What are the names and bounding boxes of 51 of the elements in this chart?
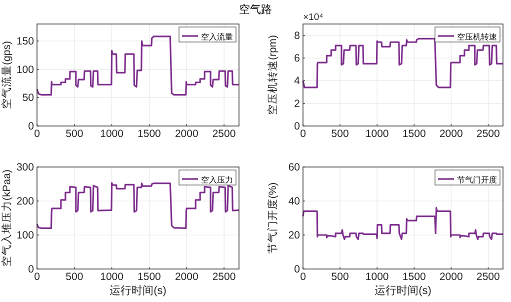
legend-label: 空压机转速	[457, 32, 497, 42]
x-tick-label: 500	[331, 128, 349, 140]
x-tick-label: 1500	[138, 271, 162, 283]
x-tick-label: 2500	[476, 128, 500, 140]
chart-title: 空气路	[239, 3, 272, 16]
y-tick-label: 150	[16, 36, 34, 48]
x-tick-label: 500	[66, 128, 84, 140]
line-series	[302, 207, 504, 240]
y-axis-title: 空气入堆压力(kPaa)	[0, 170, 13, 266]
x-tick-label: 1000	[100, 128, 124, 140]
x-tick-label: 500	[331, 271, 349, 283]
x-tick-label: 2000	[439, 271, 463, 283]
x-tick-label: 1000	[365, 271, 389, 283]
y-tick-label: 100	[16, 64, 34, 76]
x-tick-label: 2500	[212, 128, 236, 140]
x-tick-label: 1500	[402, 271, 426, 283]
x-axis-title: 运行时间(s)	[110, 284, 166, 297]
x-tick-label: 1000	[365, 128, 389, 140]
y-tick-label: 300	[16, 162, 34, 174]
x-tick-label: 2000	[174, 128, 198, 140]
x-tick-label: 1000	[100, 271, 124, 283]
x-tick-label: 1500	[138, 128, 162, 140]
x-tick-label: 2000	[439, 128, 463, 140]
line-series	[36, 182, 240, 229]
x-tick-label: 2500	[212, 271, 236, 283]
text: ×10⁴	[303, 12, 324, 23]
x-tick-label: 1500	[402, 128, 426, 140]
y-tick-label: 60	[288, 162, 300, 174]
y-tick-label: 0	[294, 120, 300, 132]
x-tick-label: 500	[66, 271, 84, 283]
legend-label: 空入压力	[201, 176, 233, 184]
y-tick-label: 200	[16, 196, 34, 208]
y-tick-label: 4	[294, 75, 300, 88]
y-tick-label: 20	[288, 230, 300, 242]
y-tick-label: 6	[294, 52, 300, 64]
y-tick-label: 0	[28, 264, 34, 276]
y-axis-title: 空气流量(gps)	[0, 41, 13, 109]
legend-label: 节气门开度	[457, 176, 497, 184]
y-axis-title: 空压机转速(rpm)	[266, 34, 279, 116]
y-tick-label: 0	[28, 120, 34, 132]
x-axis-title: 运行时间(s)	[374, 284, 432, 297]
y-tick-label: 100	[16, 230, 34, 242]
y-axis-title: 节气门开度(%)	[266, 182, 279, 254]
y-tick-label: 40	[288, 196, 300, 208]
legend-label: 空入流量	[201, 32, 233, 42]
x-tick-label: 2500	[476, 271, 500, 283]
y-tick-label: 2	[294, 98, 300, 110]
y-tick-label: 8	[294, 30, 300, 42]
y-tick-label: 50	[22, 92, 34, 104]
x-tick-label: 2000	[174, 271, 198, 283]
y-tick-label: 0	[294, 264, 300, 276]
